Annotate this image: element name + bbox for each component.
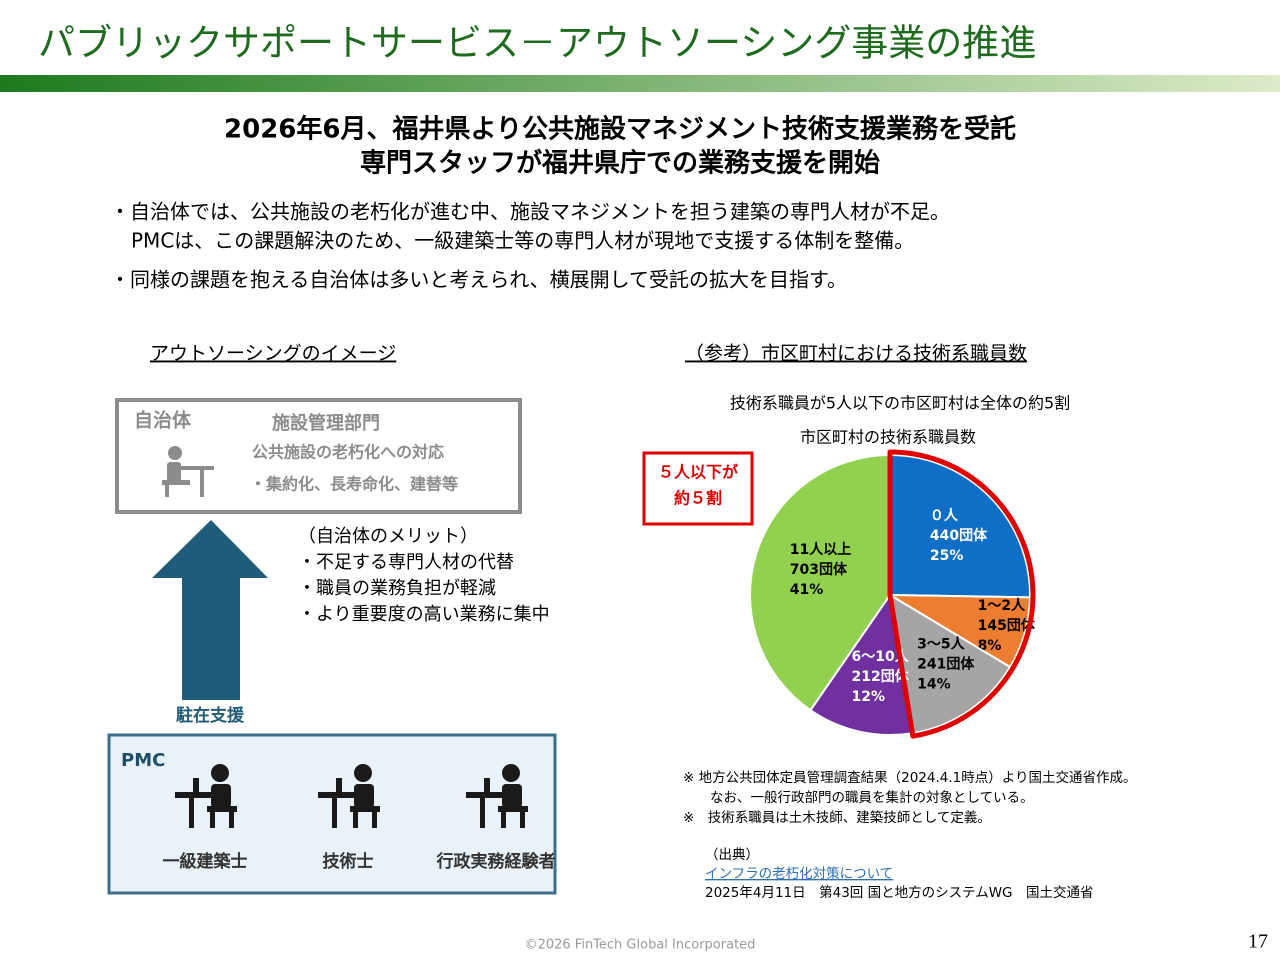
slice-label: 8% <box>978 638 1002 654</box>
box-text: ・集約化、長寿命化、建替等 <box>250 475 458 494</box>
headline: 専門スタッフが福井県庁での業務支援を開始 <box>360 148 880 179</box>
slice-label: 14% <box>917 677 951 693</box>
dept: 施設管理部門 <box>272 412 380 434</box>
icon-part <box>502 784 522 808</box>
chart-subtitle: 技術系職員が5人以下の市区町村は全体の約5割 <box>730 394 1070 413</box>
bullet: PMCは、この課題解決のため、一級建築士等の専門人材が現地で支援する体制を整備。 <box>131 229 914 253</box>
icon-part <box>211 784 231 808</box>
staff-label: 技術士 <box>323 851 374 872</box>
icon-part <box>332 798 337 828</box>
slice-label: 25% <box>930 548 964 564</box>
pie: ０人 440団体 25% 1～2人 145団体 8% 3～5人 241団体 14% 6～10人 21… <box>749 449 1036 739</box>
pie-slice <box>888 593 1012 735</box>
slice-label: 12% <box>852 689 886 705</box>
icon-part <box>520 812 525 828</box>
callout: ５人以下が <box>658 463 738 482</box>
diagram-title: アウトソーシングのイメージ <box>150 343 396 365</box>
pie-slice <box>809 592 914 736</box>
title-bar <box>0 75 1280 92</box>
source-link[interactable]: インフラの老朽化対策について <box>705 865 893 882</box>
municipality-box <box>115 398 522 514</box>
icon-part <box>501 812 506 828</box>
slice-label: 212団体 <box>852 668 910 685</box>
bullet: ・自治体では、公共施設の老朽化が進む中、施設マネジメントを担う建築の専門人材が不… <box>110 200 950 224</box>
staff-label: 一級建築士 <box>163 851 248 872</box>
source-detail: 2025年4月11日 第43回 国と地方のシステムWG 国土交通省 <box>705 884 1094 901</box>
highlight-outline <box>887 449 1036 739</box>
arrow-label: 駐在支援 <box>176 705 245 726</box>
merit: ・より重要度の高い業務に集中 <box>298 604 550 625</box>
icon-part <box>211 764 229 782</box>
callout: 約５割 <box>674 489 722 508</box>
person-icon <box>466 764 528 828</box>
slice-label: 6～10人 <box>852 648 910 665</box>
person-icon <box>162 446 214 497</box>
icon-part <box>350 806 380 812</box>
headline: 2026年6月、福井県より公共施設マネジメント技術支援業務を受託 <box>224 114 1016 145</box>
icon-part <box>354 764 372 782</box>
copyright: ©2026 FinTech Global Incorporated <box>525 938 756 953</box>
slice-label: 145団体 <box>978 617 1036 634</box>
box-label: 自治体 <box>134 409 192 432</box>
icon-part <box>207 806 237 812</box>
slice-label: 1～2人 <box>978 597 1026 614</box>
icon-part <box>318 792 358 798</box>
icon-part <box>189 798 194 828</box>
merit: ・不足する専門人材の代替 <box>298 552 514 573</box>
pie-slice <box>749 453 891 712</box>
icon-part <box>480 798 485 828</box>
icon-part <box>229 812 234 828</box>
chart-title: 市区町村の技術系職員数 <box>800 428 976 447</box>
slice-label: 440団体 <box>930 527 988 544</box>
icon-part <box>466 792 506 798</box>
staff-label: 行政実務経験者 <box>436 851 556 872</box>
slice-label: 241団体 <box>917 656 975 673</box>
box-label: PMC <box>121 750 165 771</box>
icon-part <box>210 812 215 828</box>
icon-part <box>498 806 528 812</box>
person-icon <box>175 764 237 828</box>
icon-part <box>353 812 358 828</box>
section-title: （参考）市区町村における技術系職員数 <box>685 343 1027 365</box>
icon-part <box>372 812 377 828</box>
icon-part <box>484 778 490 792</box>
box-text: 公共施設の老朽化への対応 <box>252 443 444 462</box>
note: ※ 地方公共団体定員管理調査結果（2024.4.1時点）より国土交通省作成。 <box>683 769 1136 786</box>
pie-slice <box>889 453 1031 599</box>
merit: ・職員の業務負担が軽減 <box>298 578 496 599</box>
slice-label: 11人以上 <box>790 541 851 558</box>
icon-part <box>175 792 215 798</box>
icon-part <box>502 764 520 782</box>
note: なお、一般行政部門の職員を集計の対象としている。 <box>710 790 1034 806</box>
merit: （自治体のメリット） <box>298 526 478 547</box>
bullet: ・同様の課題を抱える自治体は多いと考えられ、横展開して受託の拡大を目指す。 <box>110 268 847 292</box>
note: ※ 技術系職員は土木技師、建築技師として定義。 <box>683 809 991 826</box>
staff-group: 一級建築士 技術士 行政実務経験者 <box>163 764 556 872</box>
person-icon <box>318 764 380 828</box>
icon-part <box>354 784 374 808</box>
support-arrow <box>152 520 268 700</box>
slide-title: パブリックサポートサービス－アウトソーシング事業の推進 <box>38 22 1036 65</box>
icon-part <box>193 778 199 792</box>
slice-label: ０人 <box>930 507 959 524</box>
callout-box <box>642 451 754 526</box>
source-label: （出典） <box>705 847 759 863</box>
page-number: 17 <box>1248 931 1268 953</box>
slice-label: 41% <box>790 582 824 598</box>
icon-part <box>336 778 342 792</box>
slice-label: 703団体 <box>790 561 848 578</box>
slice-label: 3～5人 <box>917 636 965 653</box>
